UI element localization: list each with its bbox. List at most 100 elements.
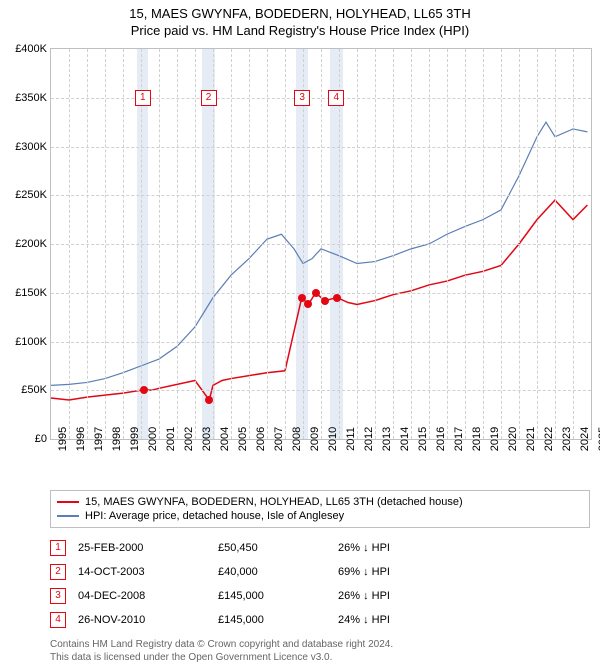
gridline-v bbox=[357, 49, 358, 439]
x-tick-label: 2012 bbox=[357, 427, 375, 451]
gridline-v bbox=[303, 49, 304, 439]
legend-label: 15, MAES GWYNFA, BODEDERN, HOLYHEAD, LL6… bbox=[85, 496, 463, 508]
event-price: £145,000 bbox=[218, 614, 338, 626]
x-tick-label: 1996 bbox=[69, 427, 87, 451]
event-price: £50,450 bbox=[218, 542, 338, 554]
x-tick-label: 2011 bbox=[339, 427, 357, 451]
x-tick-label: 1997 bbox=[87, 427, 105, 451]
gridline-v bbox=[159, 49, 160, 439]
chart-flag: 4 bbox=[328, 90, 344, 106]
x-tick-label: 1995 bbox=[51, 427, 69, 451]
event-number: 1 bbox=[50, 540, 66, 556]
chart-container: 15, MAES GWYNFA, BODEDERN, HOLYHEAD, LL6… bbox=[0, 0, 600, 664]
y-tick-label: £200K bbox=[15, 238, 51, 250]
gridline-v bbox=[447, 49, 448, 439]
event-row: 1 25-FEB-2000£50,45026% ↓ HPI bbox=[50, 536, 590, 560]
chart-titles: 15, MAES GWYNFA, BODEDERN, HOLYHEAD, LL6… bbox=[0, 0, 600, 38]
gridline-v bbox=[177, 49, 178, 439]
y-tick-label: £250K bbox=[15, 189, 51, 201]
event-number: 2 bbox=[50, 564, 66, 580]
x-tick-label: 2019 bbox=[483, 427, 501, 451]
gridline-v bbox=[321, 49, 322, 439]
y-tick-label: £0 bbox=[35, 433, 51, 445]
gridline-v bbox=[429, 49, 430, 439]
event-date: 14-OCT-2003 bbox=[78, 566, 218, 578]
x-tick-label: 1998 bbox=[105, 427, 123, 451]
x-tick-label: 2017 bbox=[447, 427, 465, 451]
x-tick-label: 2010 bbox=[321, 427, 339, 451]
series-marker bbox=[333, 294, 341, 302]
footer-attribution: Contains HM Land Registry data © Crown c… bbox=[50, 638, 590, 664]
x-tick-label: 2025 bbox=[591, 427, 600, 451]
gridline-v bbox=[231, 49, 232, 439]
event-delta: 24% ↓ HPI bbox=[338, 614, 458, 626]
event-price: £145,000 bbox=[218, 590, 338, 602]
gridline-v bbox=[87, 49, 88, 439]
gridline-v bbox=[105, 49, 106, 439]
x-tick-label: 2022 bbox=[537, 427, 555, 451]
gridline-v bbox=[573, 49, 574, 439]
chart-flag: 3 bbox=[294, 90, 310, 106]
plot-area: £0£50K£100K£150K£200K£250K£300K£350K£400… bbox=[50, 48, 592, 440]
gridline-v bbox=[267, 49, 268, 439]
event-number: 3 bbox=[50, 588, 66, 604]
x-tick-label: 2021 bbox=[519, 427, 537, 451]
y-tick-label: £100K bbox=[15, 336, 51, 348]
y-tick-label: £350K bbox=[15, 92, 51, 104]
y-tick-label: £50K bbox=[21, 384, 51, 396]
y-tick-label: £400K bbox=[15, 43, 51, 55]
x-tick-label: 2013 bbox=[375, 427, 393, 451]
event-row: 304-DEC-2008£145,00026% ↓ HPI bbox=[50, 584, 590, 608]
series-marker bbox=[205, 396, 213, 404]
gridline-v bbox=[519, 49, 520, 439]
x-tick-label: 2009 bbox=[303, 427, 321, 451]
gridline-v bbox=[249, 49, 250, 439]
y-tick-label: £300K bbox=[15, 141, 51, 153]
chart-title: 15, MAES GWYNFA, BODEDERN, HOLYHEAD, LL6… bbox=[0, 6, 600, 21]
x-tick-label: 2015 bbox=[411, 427, 429, 451]
chart-flag: 1 bbox=[135, 90, 151, 106]
gridline-v bbox=[393, 49, 394, 439]
x-tick-label: 2014 bbox=[393, 427, 411, 451]
gridline-v bbox=[141, 49, 142, 439]
gridline-v bbox=[285, 49, 286, 439]
x-tick-label: 2004 bbox=[213, 427, 231, 451]
legend-item: HPI: Average price, detached house, Isle… bbox=[57, 509, 583, 523]
footer-line-1: Contains HM Land Registry data © Crown c… bbox=[50, 638, 590, 651]
x-tick-label: 2006 bbox=[249, 427, 267, 451]
gridline-v bbox=[555, 49, 556, 439]
legend-swatch bbox=[57, 515, 79, 517]
series-marker bbox=[321, 297, 329, 305]
event-date: 04-DEC-2008 bbox=[78, 590, 218, 602]
legend-label: HPI: Average price, detached house, Isle… bbox=[85, 510, 344, 522]
chart-subtitle: Price paid vs. HM Land Registry's House … bbox=[0, 23, 600, 38]
x-tick-label: 2020 bbox=[501, 427, 519, 451]
events-table: 1 25-FEB-2000£50,45026% ↓ HPI 2 14-OCT-2003… bbox=[50, 536, 590, 632]
gridline-v bbox=[465, 49, 466, 439]
event-date: 26-NOV-2010 bbox=[78, 614, 218, 626]
gridline-v bbox=[69, 49, 70, 439]
series-marker bbox=[312, 289, 320, 297]
x-tick-label: 2023 bbox=[555, 427, 573, 451]
gridline-v bbox=[501, 49, 502, 439]
x-tick-label: 2000 bbox=[141, 427, 159, 451]
gridline-v bbox=[483, 49, 484, 439]
event-date: 25-FEB-2000 bbox=[78, 542, 218, 554]
y-tick-label: £150K bbox=[15, 287, 51, 299]
x-tick-label: 2005 bbox=[231, 427, 249, 451]
series-marker bbox=[140, 386, 148, 394]
gridline-v bbox=[375, 49, 376, 439]
chart-flag: 2 bbox=[201, 90, 217, 106]
series-marker bbox=[304, 300, 312, 308]
gridline-v bbox=[411, 49, 412, 439]
x-tick-label: 2001 bbox=[159, 427, 177, 451]
series-hpi bbox=[51, 122, 587, 385]
x-tick-label: 2018 bbox=[465, 427, 483, 451]
gridline-v bbox=[537, 49, 538, 439]
event-number: 4 bbox=[50, 612, 66, 628]
series-marker bbox=[298, 294, 306, 302]
event-price: £40,000 bbox=[218, 566, 338, 578]
x-tick-label: 2008 bbox=[285, 427, 303, 451]
gridline-v bbox=[339, 49, 340, 439]
event-delta: 26% ↓ HPI bbox=[338, 542, 458, 554]
